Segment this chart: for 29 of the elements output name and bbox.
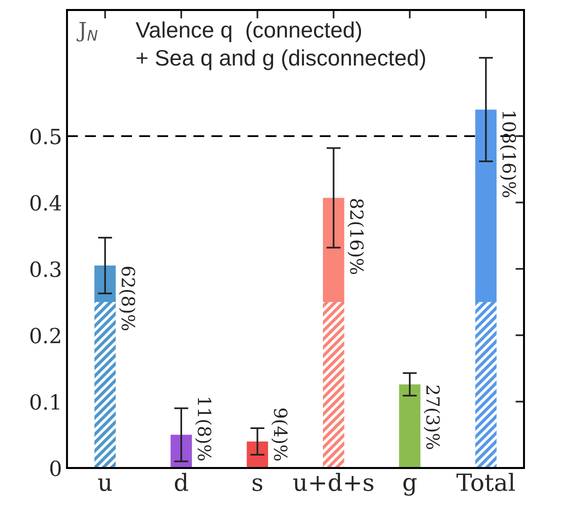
x-tick-label: d — [174, 472, 188, 492]
y-tick-label: 0.5 — [30, 128, 61, 144]
annotation: Valence q (connected) + Sea q and g (disconnected) — [136, 21, 426, 70]
bar — [475, 110, 497, 302]
y-tick-label: 0.1 — [30, 394, 60, 410]
annotation: 27(3)% — [424, 386, 440, 450]
bar — [170, 434, 192, 468]
annotation: J$_{N}$ — [76, 22, 98, 42]
x-tick-label: s — [252, 478, 262, 492]
x-tick-label: u+d+s — [293, 472, 374, 492]
x-tick-label: u — [98, 478, 112, 492]
annotation: 11(8)% — [195, 398, 212, 460]
bar — [475, 302, 497, 468]
bar — [322, 198, 344, 302]
x-tick-label: Total — [456, 472, 515, 492]
y-tick-label: 0.2 — [30, 328, 60, 344]
bar — [322, 302, 344, 468]
y-tick-label: 0.4 — [30, 194, 62, 211]
bar — [94, 266, 116, 302]
bar — [246, 441, 268, 468]
x-tick-label: g — [403, 478, 417, 496]
y-tick-label: 0.3 — [30, 261, 61, 278]
annotation: 82(16)% — [347, 199, 364, 274]
annotation: 108(16)% — [500, 112, 516, 198]
y-tick-label: 0 — [50, 460, 61, 476]
annotation: 62(8)% — [118, 266, 136, 330]
annotation: 9(4)% — [271, 408, 288, 461]
bar — [399, 384, 420, 468]
bar — [94, 302, 116, 468]
